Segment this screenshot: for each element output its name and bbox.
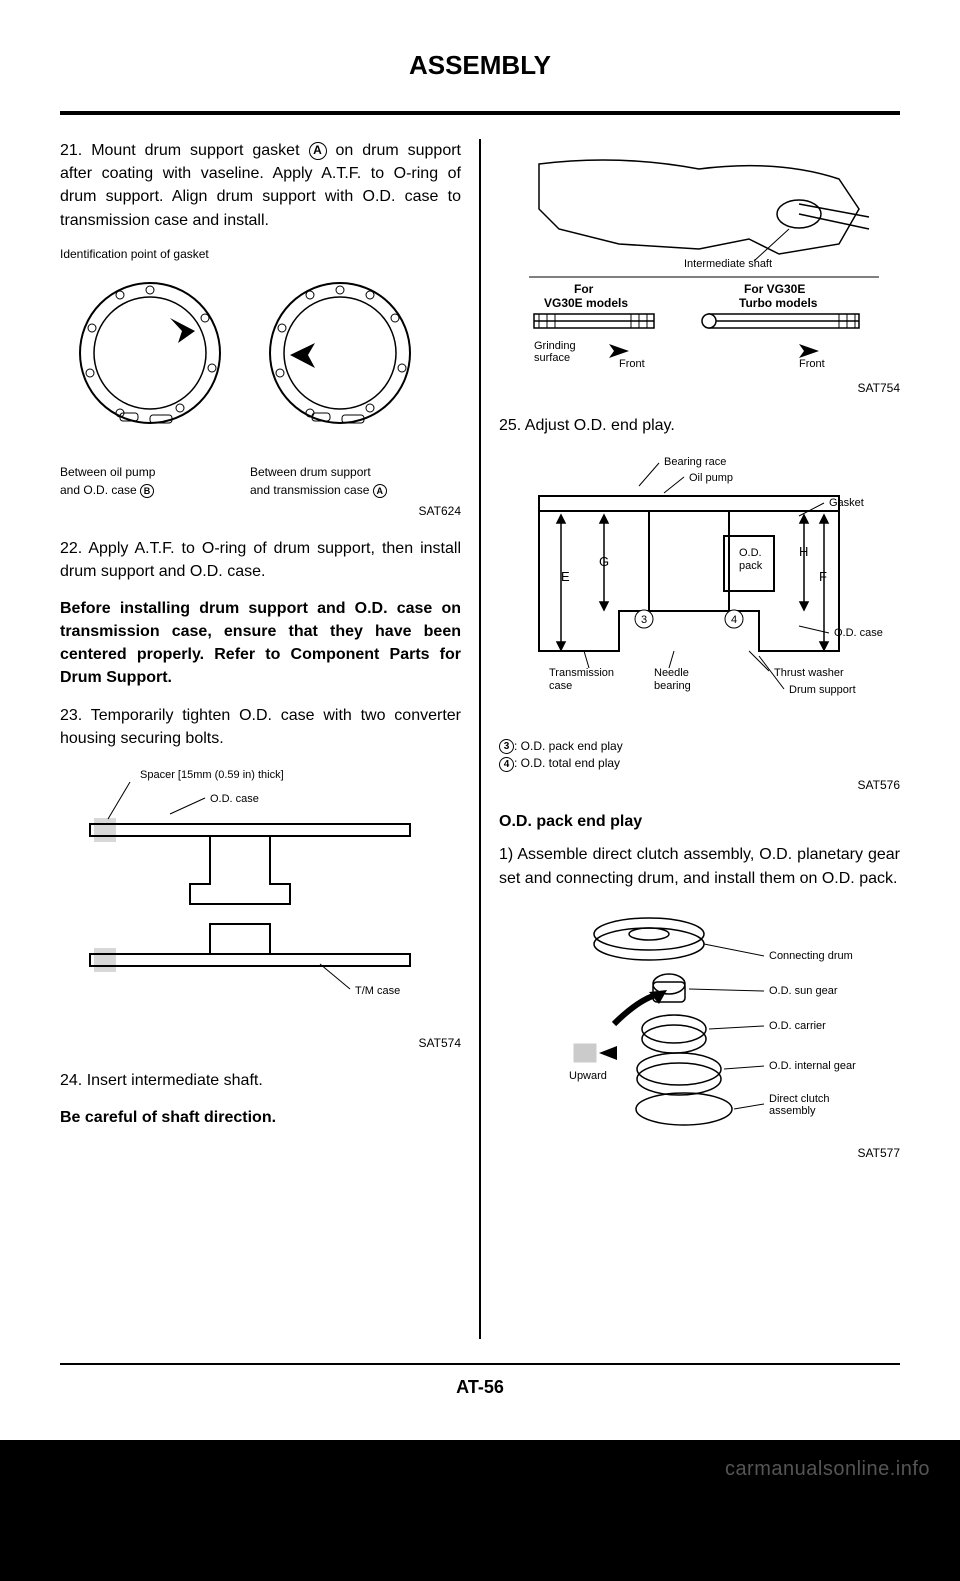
- spacer-figure: Spacer [15mm (0.59 in) thick] O.D. case …: [60, 764, 461, 1053]
- gasket-cap2b-row: and transmission case A: [250, 482, 430, 499]
- circled-a-icon: A: [309, 142, 327, 160]
- surface-label: surface: [534, 352, 570, 364]
- od-case-label: O.D. case: [210, 793, 259, 805]
- page-number: AT-56: [60, 1377, 900, 1398]
- page-title: ASSEMBLY: [60, 50, 900, 81]
- bearing-race-label: Bearing race: [664, 456, 726, 468]
- shaft-svg: Intermediate shaft For VG30E models For …: [499, 149, 889, 369]
- grinding-label: Grinding: [534, 340, 576, 352]
- odcase-label: O.D. case: [834, 627, 883, 639]
- gasket-cap2a: Between drum support: [250, 464, 430, 481]
- columns: 21. Mount drum support gasket A on drum …: [60, 139, 900, 1339]
- gasket-label: Gasket: [829, 497, 864, 509]
- gasket-cap1a: Between oil pump: [60, 464, 220, 481]
- carrier-label: O.D. carrier: [769, 1020, 826, 1032]
- vg30e-label: VG30E models: [544, 296, 628, 310]
- turbo-models-label: Turbo models: [739, 296, 818, 310]
- page: ASSEMBLY 21. Mount drum support gasket A…: [0, 0, 960, 1440]
- interm-shaft-label: Intermediate shaft: [684, 258, 772, 270]
- step-25: 25. Adjust O.D. end play.: [499, 414, 900, 437]
- gasket-figure: Between oil pump and O.D. case B Between…: [60, 273, 461, 520]
- fig-code-2: SAT574: [60, 1035, 461, 1052]
- right-column: Intermediate shaft For VG30E models For …: [481, 139, 900, 1339]
- for-label: For: [574, 282, 594, 296]
- fig-code-5: SAT577: [499, 1145, 900, 1162]
- drumsup-label: Drum support: [789, 684, 856, 696]
- odpack-label-2: pack: [739, 560, 763, 572]
- gasket-cap2b: and transmission case: [250, 483, 373, 497]
- endplay-figure: Bearing race Oil pump Gasket E: [499, 451, 900, 794]
- directclutch1-label: Direct clutch: [769, 1093, 830, 1105]
- top-rule: [60, 111, 900, 115]
- needle2-label: bearing: [654, 680, 691, 692]
- oil-pump-label: Oil pump: [689, 472, 733, 484]
- exploded-svg: Upward Connecting drum O.D. sun gear O.D…: [499, 904, 889, 1134]
- fig-code-4: SAT576: [499, 777, 900, 794]
- watermark: carmanualsonline.info: [725, 1458, 930, 1481]
- step-23: 23. Temporarily tighten O.D. case with t…: [60, 704, 461, 750]
- warn-24: Be careful of shaft direction.: [60, 1106, 461, 1129]
- gasket-cap1b-row: and O.D. case B: [60, 482, 220, 499]
- conndrum-label: Connecting drum: [769, 950, 853, 962]
- fig-code-3: SAT754: [499, 380, 900, 397]
- left-column: 21. Mount drum support gasket A on drum …: [60, 139, 481, 1339]
- odpack-label-1: O.D.: [739, 547, 762, 559]
- gasket-cap-left: Between oil pump and O.D. case B: [60, 464, 220, 499]
- gasket-svg: [60, 273, 440, 463]
- e-label: E: [561, 569, 570, 584]
- svg-text:4: 4: [731, 614, 737, 626]
- upward-label: Upward: [569, 1070, 607, 1082]
- gasket-cap-right: Between drum support and transmission ca…: [250, 464, 430, 499]
- bottom-rule: [60, 1363, 900, 1365]
- circled-3-icon: 3: [499, 739, 514, 754]
- transcase1-label: Transmission: [549, 667, 614, 679]
- fig-code-1: SAT624: [60, 503, 461, 520]
- shaft-figure: Intermediate shaft For VG30E models For …: [499, 149, 900, 398]
- front-2: Front: [799, 358, 825, 369]
- total-end-label: : O.D. total end play: [514, 756, 620, 770]
- step-21a: 21. Mount drum support gasket: [60, 142, 309, 159]
- step-24: 24. Insert intermediate shaft.: [60, 1069, 461, 1092]
- warn-22: Before installing drum support and O.D. …: [60, 597, 461, 690]
- intgear-label: O.D. internal gear: [769, 1060, 856, 1072]
- transcase2-label: case: [549, 680, 572, 692]
- odpack-heading: O.D. pack end play: [499, 810, 900, 833]
- thrust-label: Thrust washer: [774, 667, 844, 679]
- endplay-legend: 3: O.D. pack end play 4: O.D. total end …: [499, 738, 900, 773]
- gasket-id-label: Identification point of gasket: [60, 246, 461, 263]
- for-turbo-label: For VG30E: [744, 282, 805, 296]
- needle1-label: Needle: [654, 667, 689, 679]
- svg-text:3: 3: [641, 614, 647, 626]
- circled-a2-icon: A: [373, 484, 387, 498]
- black-strip: carmanualsonline.info: [0, 1440, 960, 1581]
- front-1: Front: [619, 358, 645, 369]
- endplay-svg: Bearing race Oil pump Gasket E: [499, 451, 889, 731]
- tm-case-label: T/M case: [355, 985, 400, 997]
- spacer-label: Spacer [15mm (0.59 in) thick]: [140, 769, 284, 781]
- gasket-captions: Between oil pump and O.D. case B Between…: [60, 464, 461, 499]
- exploded-figure: Upward Connecting drum O.D. sun gear O.D…: [499, 904, 900, 1163]
- gasket-cap1b: and O.D. case: [60, 483, 140, 497]
- step-22: 22. Apply A.T.F. to O-ring of drum suppo…: [60, 537, 461, 583]
- pack-end-label: : O.D. pack end play: [514, 739, 623, 753]
- directclutch2-label: assembly: [769, 1105, 816, 1117]
- step-21: 21. Mount drum support gasket A on drum …: [60, 139, 461, 232]
- spacer-svg: Spacer [15mm (0.59 in) thick] O.D. case …: [60, 764, 440, 1024]
- f-label: F: [819, 569, 827, 584]
- right-step-1: 1) Assemble direct clutch assembly, O.D.…: [499, 843, 900, 889]
- circled-4-icon: 4: [499, 757, 514, 772]
- sungear-label: O.D. sun gear: [769, 985, 838, 997]
- circled-b-icon: B: [140, 484, 154, 498]
